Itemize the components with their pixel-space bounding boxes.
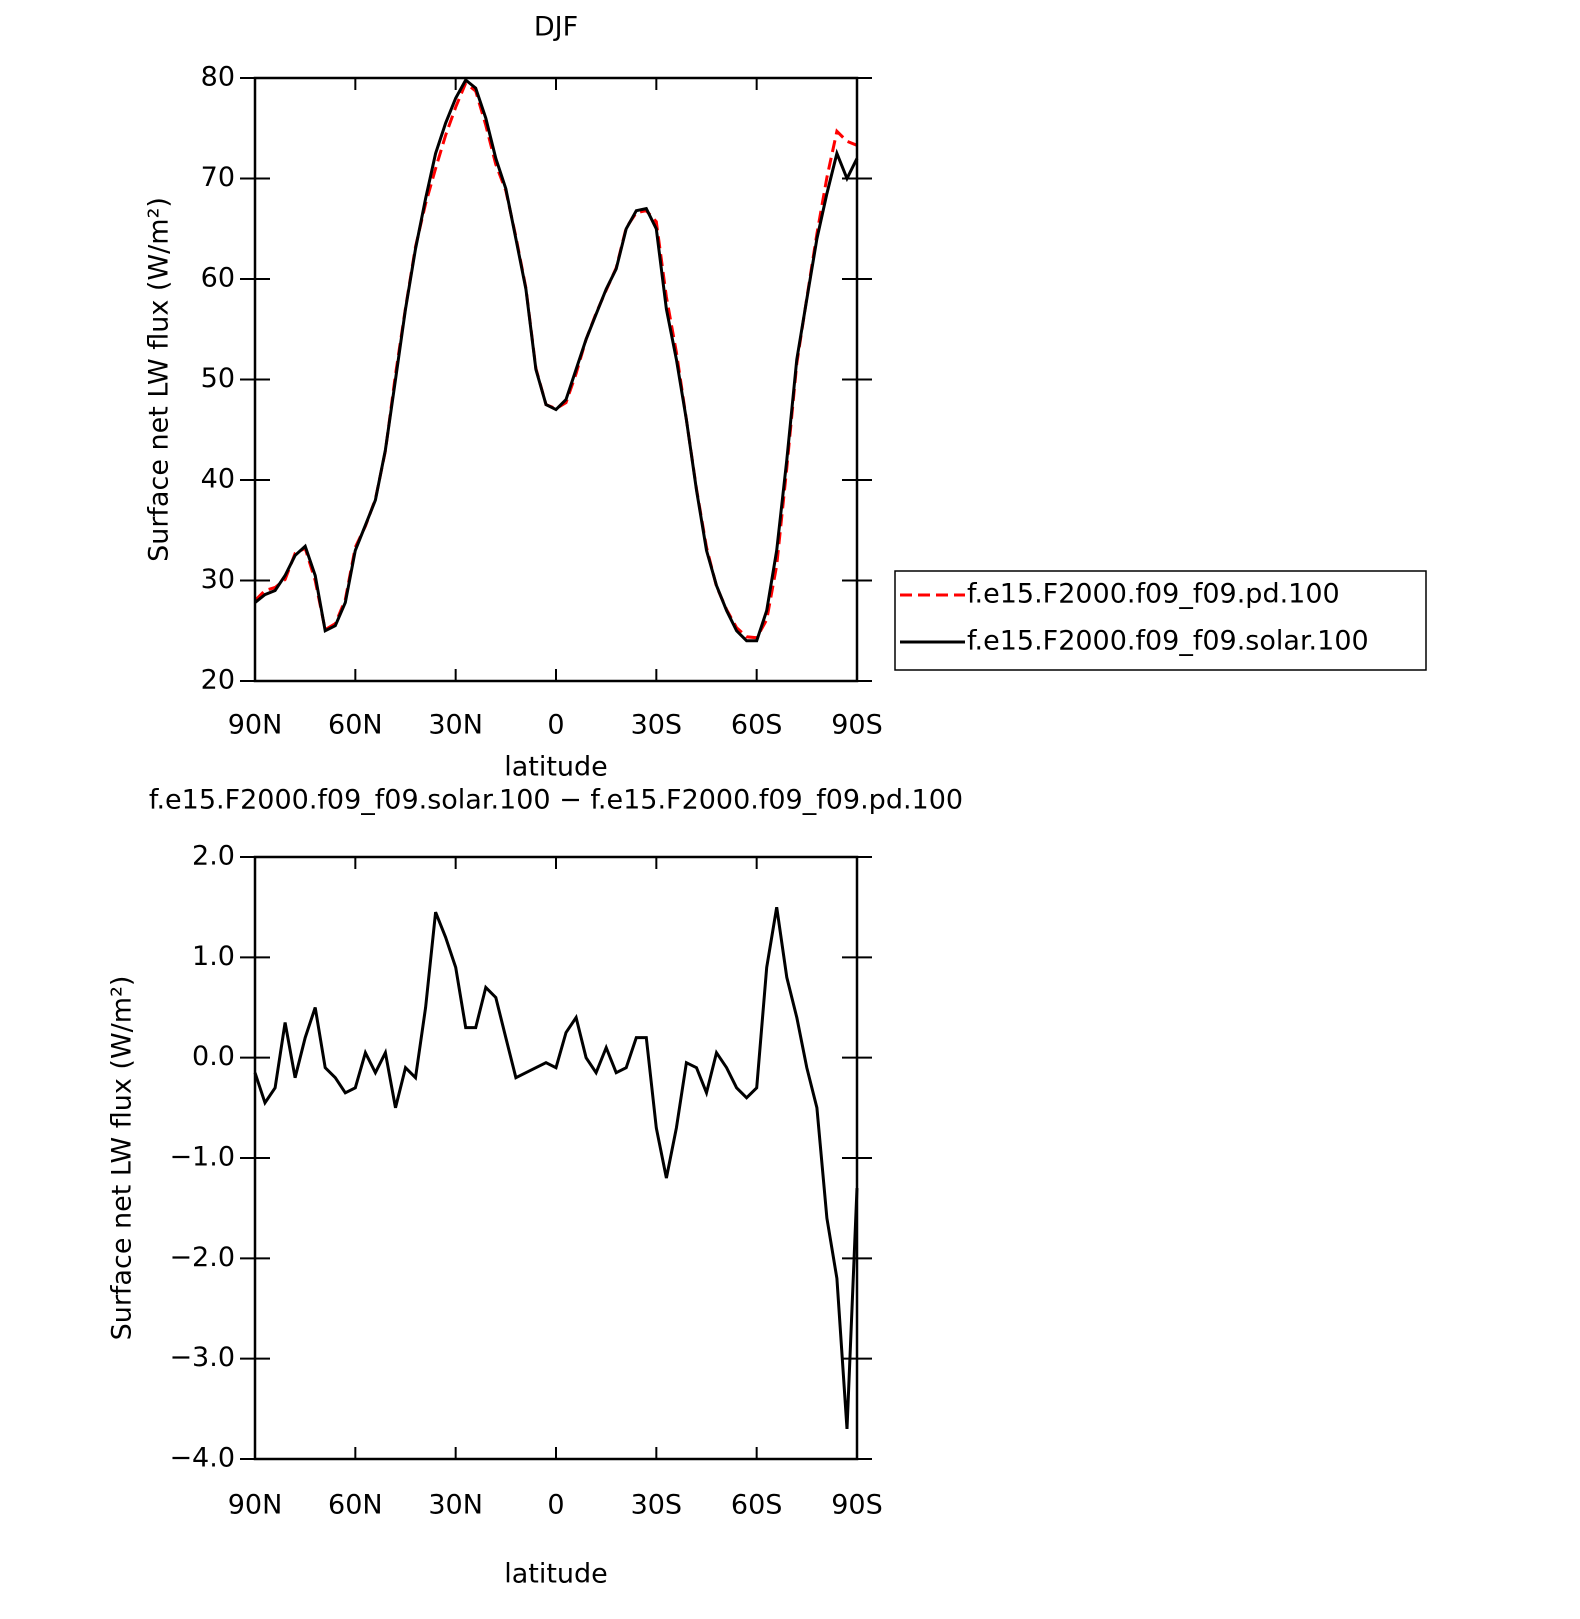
x-tick-label: 90S xyxy=(831,1490,883,1521)
x-tick-label: 90S xyxy=(831,710,883,741)
x-tick-label: 30S xyxy=(631,1490,683,1521)
y-tick-label: 2.0 xyxy=(192,841,235,872)
data-line xyxy=(254,77,859,643)
x-tick-label: 30N xyxy=(428,710,483,741)
x-tick-label: 90N xyxy=(228,710,283,741)
x-tick-label: 30S xyxy=(631,710,683,741)
chart-title: f.e15.F2000.f09_f09.solar.100 − f.e15.F2… xyxy=(149,785,963,816)
x-tick-label: 30N xyxy=(428,1490,483,1521)
y-tick-label: −2.0 xyxy=(169,1242,235,1273)
y-tick-label: 40 xyxy=(201,464,235,495)
x-axis-label: latitude xyxy=(504,1559,608,1590)
legend-box xyxy=(894,570,1427,671)
y-tick-label: 20 xyxy=(201,665,235,696)
plot-frame xyxy=(253,76,859,683)
y-tick-label: 60 xyxy=(201,263,235,294)
x-tick-label: 60N xyxy=(328,1490,383,1521)
y-tick-label: 30 xyxy=(201,564,235,595)
y-axis-label: Surface net LW flux (W/m²) xyxy=(107,976,138,1341)
x-tick-label: 0 xyxy=(547,1490,564,1521)
x-tick-label: 0 xyxy=(547,710,564,741)
legend-label: f.e15.F2000.f09_f09.pd.100 xyxy=(967,579,1340,610)
plot-frame xyxy=(253,855,859,1461)
y-tick-label: 80 xyxy=(201,62,235,93)
x-tick-label: 60S xyxy=(731,710,783,741)
x-tick-label: 60S xyxy=(731,1490,783,1521)
y-axis-label: Surface net LW flux (W/m²) xyxy=(144,197,175,562)
data-line xyxy=(253,80,858,640)
y-tick-label: −1.0 xyxy=(169,1142,235,1173)
x-tick-label: 90N xyxy=(228,1490,283,1521)
y-tick-label: 1.0 xyxy=(192,941,235,972)
y-tick-label: 0.0 xyxy=(192,1041,235,1072)
y-tick-label: 50 xyxy=(201,363,235,394)
y-tick-label: −3.0 xyxy=(169,1342,235,1373)
legend-label: f.e15.F2000.f09_f09.solar.100 xyxy=(967,626,1369,657)
data-line xyxy=(253,906,859,1430)
x-axis-label: latitude xyxy=(504,752,608,783)
y-tick-label: −4.0 xyxy=(169,1443,235,1474)
x-tick-label: 60N xyxy=(328,710,383,741)
y-tick-label: 70 xyxy=(201,162,235,193)
chart-title: DJF xyxy=(534,12,578,43)
